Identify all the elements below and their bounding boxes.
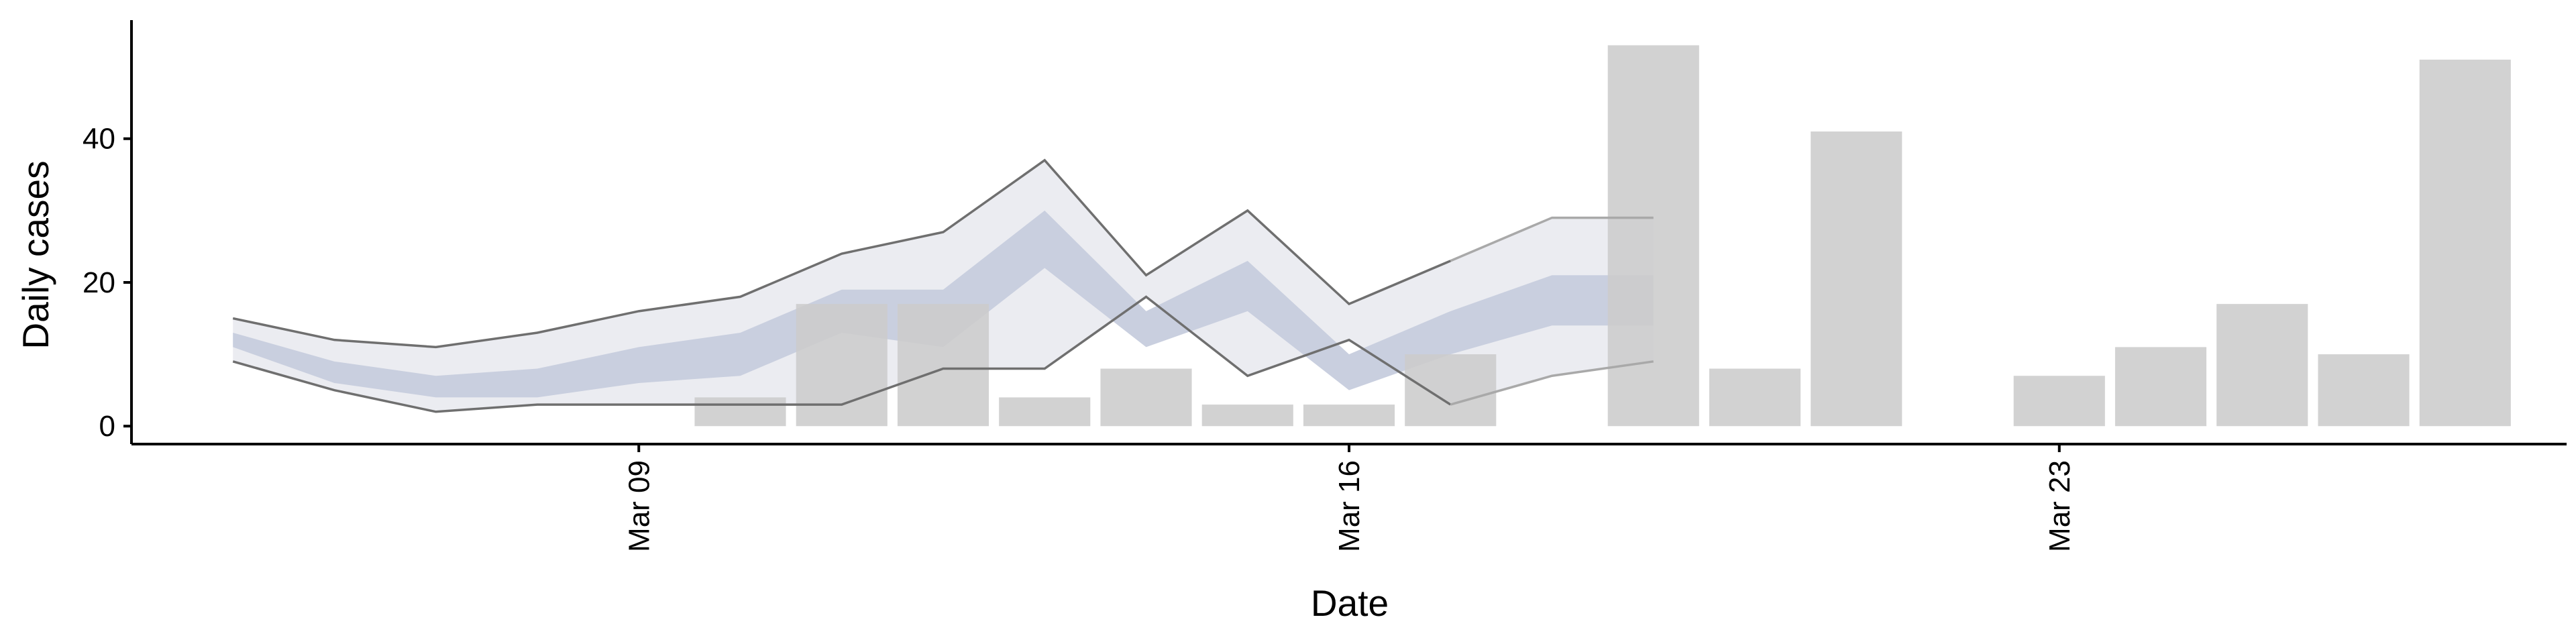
x-tick-label: Mar 23 [2043, 460, 2076, 552]
band-lines-layer [232, 158, 1654, 413]
y-axis: 0 20 40 [83, 20, 133, 444]
interval-lower-line [232, 295, 1452, 413]
y-tick-label: 20 [83, 266, 115, 299]
bar-daily-cases [1709, 368, 1801, 427]
interval-lower-forecast-line [1450, 360, 1654, 406]
bar-daily-cases [999, 397, 1091, 427]
bar-daily-cases [796, 304, 888, 427]
bar-daily-cases [1303, 405, 1395, 427]
x-axis-title: Date [1311, 582, 1389, 624]
x-axis: Mar 09 Mar 16 Mar 23 [131, 443, 2567, 552]
y-axis-title: Daily cases [15, 160, 56, 349]
x-tick-label: Mar 16 [1333, 460, 1366, 552]
bar-daily-cases [897, 304, 989, 427]
interval-upper-forecast-line [1450, 216, 1654, 262]
bar-daily-cases [1201, 405, 1293, 427]
x-tick-label: Mar 09 [623, 460, 655, 552]
bar-daily-cases [2419, 59, 2511, 427]
bar-daily-cases [1607, 45, 1699, 427]
y-tick-label: 40 [83, 123, 115, 156]
bar-daily-cases [1405, 354, 1497, 427]
y-tick-label: 0 [99, 410, 115, 443]
bar-daily-cases [694, 397, 786, 427]
bar-daily-cases [2013, 376, 2105, 427]
interval-upper-line [232, 158, 1451, 349]
bar-daily-cases [2318, 354, 2410, 427]
bars-layer [694, 45, 2511, 427]
bar-daily-cases [2114, 347, 2207, 427]
bar-daily-cases [1811, 131, 1902, 427]
bar-daily-cases [1100, 368, 1192, 427]
bar-daily-cases [2216, 304, 2308, 427]
